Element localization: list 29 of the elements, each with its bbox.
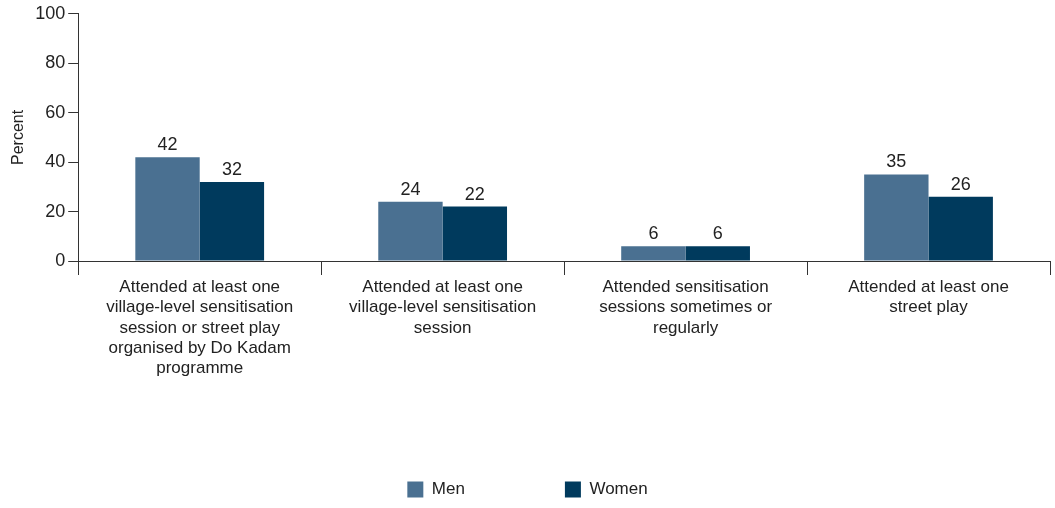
y-tick-label: 100 (35, 2, 66, 23)
x-tick-label: Attended sensitisation sessions sometimes or regularly (599, 276, 773, 337)
legend-label: Men (431, 479, 465, 499)
bar (199, 181, 265, 261)
data-label: 32 (221, 158, 242, 179)
bar (621, 246, 686, 261)
data-label: 22 (464, 183, 485, 204)
data-label: 26 (950, 173, 971, 194)
data-label: 35 (886, 151, 907, 172)
y-tick-label: 40 (45, 151, 66, 172)
y-tick-label: 0 (55, 249, 66, 270)
legend-label: Women (589, 479, 648, 499)
bar (135, 157, 200, 261)
bar (442, 206, 508, 261)
data-label: 42 (157, 134, 178, 155)
y-axis-title: Percent (9, 109, 27, 165)
x-tick-label: Attended at least one village-level sensitisation session or street play organised by Do Kadam programme (106, 276, 294, 378)
bar (864, 174, 929, 261)
data-label: 24 (400, 178, 421, 199)
bar (928, 196, 993, 261)
bar (378, 201, 443, 261)
data-label: 6 (712, 223, 723, 244)
y-tick-label: 20 (45, 200, 66, 221)
x-tick-label: Attended at least one village-level sensitisation session (349, 276, 537, 337)
bar (685, 246, 750, 261)
y-tick-label: 80 (45, 52, 66, 73)
data-label: 6 (648, 223, 659, 244)
y-tick-label: 60 (45, 101, 66, 122)
x-tick-label: Attended at least one street play (848, 276, 1009, 317)
